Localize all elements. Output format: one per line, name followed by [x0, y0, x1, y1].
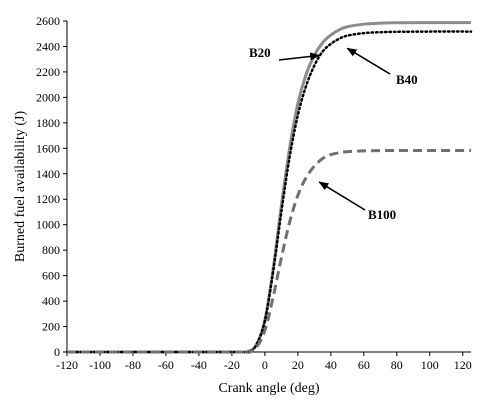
- annotations: B20 B40 B100: [249, 45, 418, 222]
- y-tick-label: 2600: [36, 14, 60, 28]
- y-tick-label: 200: [42, 320, 60, 334]
- series-line-b40: [65, 30, 473, 354]
- annotation-label-b40: B40: [396, 72, 418, 87]
- y-tick-label: 2000: [36, 90, 60, 104]
- annotation-arrow-b100: [318, 181, 366, 211]
- x-tick-label: 120: [454, 358, 472, 372]
- x-tick-label: -80: [125, 358, 141, 372]
- y-tick-label: 1200: [36, 192, 60, 206]
- x-tick-label: 20: [292, 358, 304, 372]
- y-axis-label: Burned fuel availability (J): [13, 111, 28, 263]
- y-tick-label: 1000: [36, 218, 60, 232]
- annotation-label-b20: B20: [249, 45, 271, 60]
- x-tick-label: -20: [224, 358, 240, 372]
- y-tick-label: 400: [42, 294, 60, 308]
- y-tick-label: 1800: [36, 116, 60, 130]
- x-tick-label: 0: [262, 358, 268, 372]
- series-line-b100: [66, 148, 471, 354]
- annotation-label-b100: B100: [368, 207, 396, 222]
- y-tick-label: 600: [42, 269, 60, 283]
- y-tick-label: 1600: [36, 141, 60, 155]
- x-tick-label: -60: [158, 358, 174, 372]
- x-tick-label: 60: [358, 358, 370, 372]
- x-tick-label: 80: [391, 358, 403, 372]
- y-tick-label: 2400: [36, 39, 60, 53]
- y-tick-label: 800: [42, 243, 60, 257]
- y-tick-label: 1400: [36, 167, 60, 181]
- x-tick-label: -40: [191, 358, 207, 372]
- x-tick-label: 100: [421, 358, 439, 372]
- x-tick-label: -120: [56, 358, 78, 372]
- x-tick-label: -100: [89, 358, 111, 372]
- x-tick-label: 40: [325, 358, 337, 372]
- series-layer: [65, 21, 473, 354]
- ticks: 0200400600800100012001400160018002000220…: [36, 14, 472, 372]
- annotation-arrow-b20: [278, 52, 321, 61]
- annotation-arrow-b40: [346, 47, 391, 75]
- y-tick-label: 2200: [36, 65, 60, 79]
- y-tick-label: 0: [54, 345, 60, 359]
- x-axis-label: Crank angle (deg): [218, 381, 319, 396]
